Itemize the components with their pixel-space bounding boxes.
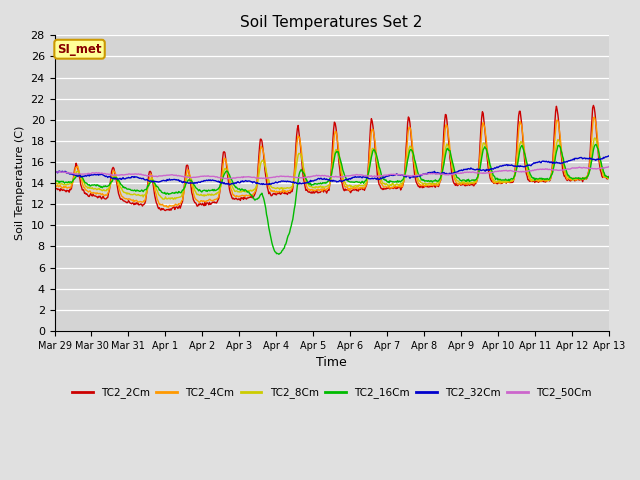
Legend: TC2_2Cm, TC2_4Cm, TC2_8Cm, TC2_16Cm, TC2_32Cm, TC2_50Cm: TC2_2Cm, TC2_4Cm, TC2_8Cm, TC2_16Cm, TC2…	[67, 384, 596, 403]
Text: SI_met: SI_met	[58, 43, 102, 56]
Y-axis label: Soil Temperature (C): Soil Temperature (C)	[15, 126, 25, 240]
X-axis label: Time: Time	[316, 356, 347, 369]
Title: Soil Temperatures Set 2: Soil Temperatures Set 2	[241, 15, 423, 30]
